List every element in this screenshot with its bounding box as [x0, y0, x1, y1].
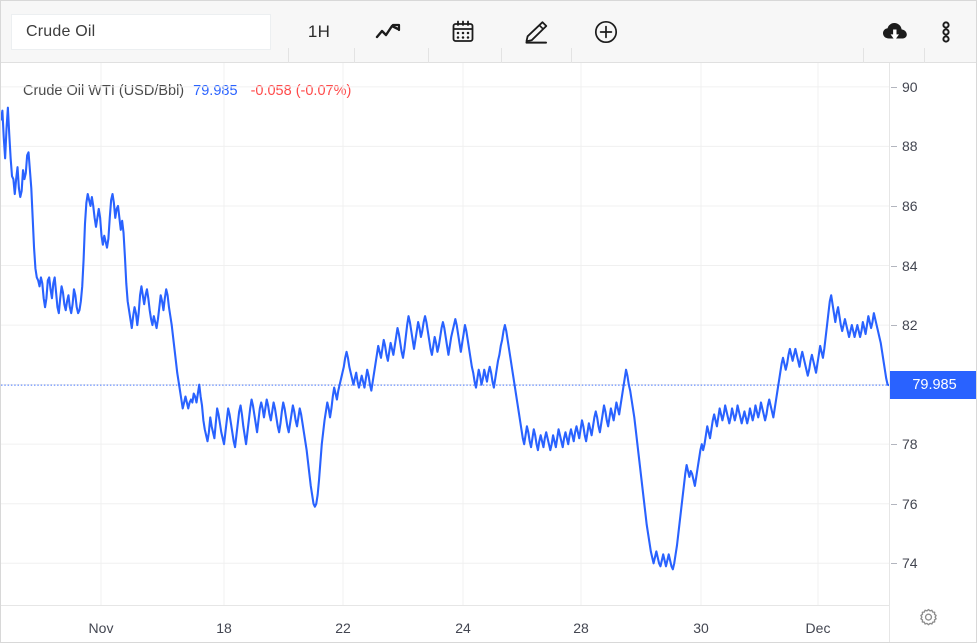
time-axis[interactable]: Nov 18 22 24 28 30 Dec [1, 605, 889, 642]
line-chart-icon [375, 21, 403, 43]
symbol-input-value: Crude Oil [26, 23, 96, 40]
price-tick-label: 74 [891, 555, 918, 571]
price-tick-mark [891, 146, 897, 148]
price-tick-label: 78 [891, 436, 918, 452]
cloud-download-icon [881, 20, 909, 44]
toolbar-divider [571, 48, 572, 63]
time-tick-label: 22 [335, 620, 351, 636]
time-tick-label: 30 [693, 620, 709, 636]
plus-circle-icon [593, 19, 619, 45]
price-tick-label: 88 [891, 138, 918, 154]
last-price-badge: 79.985 [890, 371, 976, 400]
price-tick-label: 76 [891, 496, 918, 512]
chart-container: Nov 18 22 24 28 30 Dec 90 88 86 84 82 78 76 74 79.985 [1, 63, 976, 642]
gear-icon[interactable] [919, 608, 938, 632]
toolbar-divider [354, 48, 355, 63]
price-tick-label: 82 [891, 317, 918, 333]
price-tick-mark [891, 563, 897, 565]
pencil-icon [522, 19, 550, 45]
time-tick-label: Dec [805, 620, 831, 636]
price-axis[interactable]: 90 88 86 84 82 78 76 74 79.985 [889, 63, 976, 642]
symbol-input[interactable]: Crude Oil [11, 14, 271, 50]
more-menu-button[interactable] [929, 14, 963, 50]
time-tick-label: 28 [573, 620, 589, 636]
more-vertical-icon [939, 19, 953, 45]
price-tick-mark [891, 503, 897, 505]
draw-button[interactable] [512, 14, 560, 50]
interval-button[interactable]: 1H [298, 14, 340, 50]
toolbar: Crude Oil 1H [1, 1, 976, 63]
price-tick-label: 90 [891, 79, 918, 95]
time-tick-label: 18 [216, 620, 232, 636]
toolbar-divider [863, 48, 864, 63]
price-tick-mark [891, 325, 897, 327]
price-line-chart [1, 63, 889, 605]
chart-type-button[interactable] [365, 14, 413, 50]
toolbar-divider [428, 48, 429, 63]
add-indicator-button[interactable] [582, 14, 630, 50]
time-tick-label: Nov [88, 620, 114, 636]
price-series-path [1, 106, 889, 571]
price-tick-mark [891, 205, 897, 207]
time-tick-label: 24 [455, 620, 471, 636]
price-tick-label: 84 [891, 258, 918, 274]
price-tick-mark [891, 86, 897, 88]
price-tick-label: 86 [891, 198, 918, 214]
calendar-icon [450, 19, 476, 45]
vertical-gridlines [100, 63, 819, 605]
horizontal-gridlines [1, 86, 889, 564]
price-tick-mark [891, 265, 897, 267]
toolbar-divider [501, 48, 502, 63]
toolbar-divider [924, 48, 925, 63]
interval-label: 1H [307, 22, 331, 41]
toolbar-divider [288, 48, 289, 63]
download-button[interactable] [873, 14, 917, 50]
calendar-button[interactable] [439, 14, 487, 50]
price-tick-mark [891, 444, 897, 446]
plot-area[interactable] [1, 63, 889, 605]
